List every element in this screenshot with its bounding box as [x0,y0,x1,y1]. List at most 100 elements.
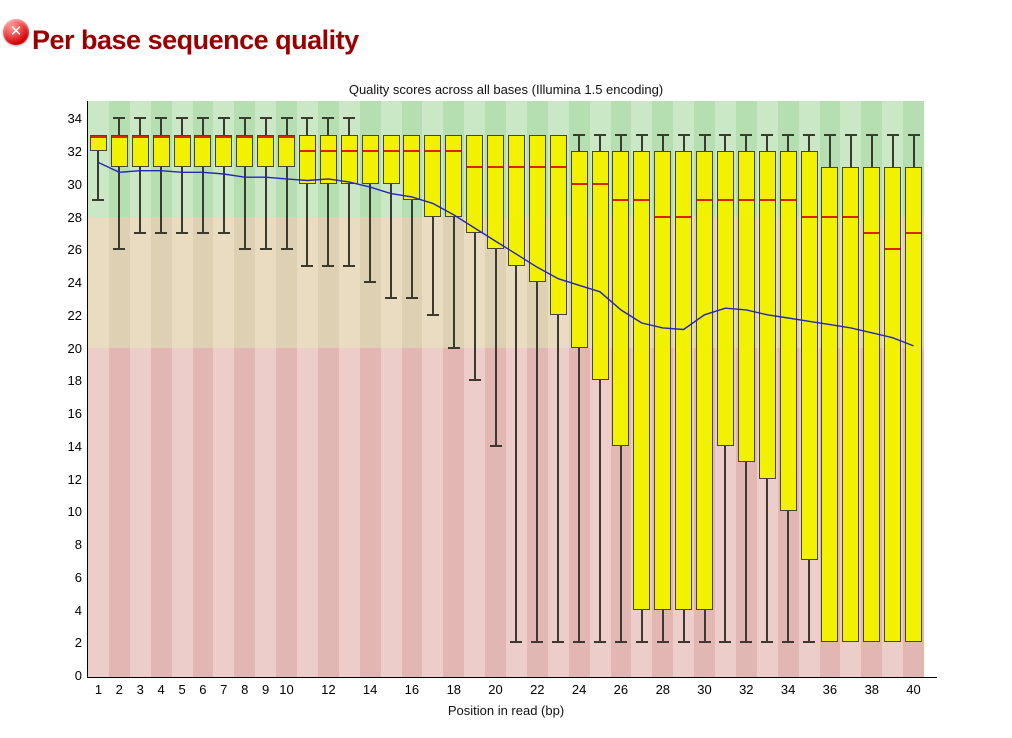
upper-whisker [306,118,309,135]
median-line [362,150,378,152]
upper-whisker-cap [740,133,753,136]
upper-whisker [912,134,915,168]
upper-whisker [201,118,204,135]
y-tick-label: 26 [67,242,82,258]
x-tick-label: 14 [362,682,378,697]
x-tick-label: 1 [94,682,103,697]
median-line [320,150,336,152]
x-tick-label: 8 [241,682,249,697]
lower-whisker [243,167,246,250]
upper-whisker [327,118,330,135]
zone-stripe-ok-quality [129,216,152,348]
upper-whisker-cap [614,133,627,136]
zone-stripe-poor-quality [401,347,423,677]
x-tick-label: 30 [697,682,712,697]
median-line [822,215,838,218]
lower-whisker [682,609,685,643]
median-line [216,135,232,138]
lower-whisker-cap [92,199,105,202]
lower-whisker [494,249,497,446]
zone-stripe-ok-quality [150,216,173,348]
median-line [738,199,754,202]
median-line [237,135,253,138]
y-tick-label: 30 [67,176,82,192]
lower-whisker [724,445,727,643]
chart-title: Quality scores across all bases (Illumin… [348,82,664,97]
quality-box [716,151,734,446]
lower-whisker [515,265,518,643]
median-line [613,199,629,202]
y-tick-label: 18 [67,373,82,389]
plot-area [88,101,925,677]
lower-whisker [578,347,581,643]
zone-stripe-poor-quality [317,347,340,677]
lower-whisker [222,167,225,233]
lower-whisker-cap [510,641,523,644]
upper-whisker-cap [134,117,147,120]
x-tick-label: 40 [906,682,921,697]
upper-whisker-cap [343,117,356,120]
median-line [801,215,817,218]
module-title: Per base sequence quality [32,25,359,55]
lower-whisker-cap [573,641,586,644]
lower-whisker-cap [803,641,815,644]
x-tick-label: 3 [136,682,144,697]
median-line [299,150,315,152]
lower-whisker-cap [385,297,397,300]
quality-box [737,151,755,463]
lower-whisker [327,183,330,266]
y-tick-label: 10 [67,504,82,520]
quality-box [654,151,672,610]
lower-whisker-cap [301,264,314,267]
lower-whisker-cap [364,281,377,283]
x-tick-label: 6 [199,682,207,697]
quality-box [549,134,567,315]
lower-whisker [536,282,539,643]
upper-whisker-cap [886,133,899,136]
upper-whisker [181,118,183,135]
upper-whisker [348,118,351,135]
zone-stripe-poor-quality [464,347,486,677]
zone-stripe-ok-quality [88,216,110,348]
zone-stripe-poor-quality [338,347,361,677]
upper-whisker [599,134,601,152]
lower-whisker-cap [761,641,774,644]
quality-box [89,134,107,152]
lower-whisker-cap [176,231,188,234]
x-tick-label: 24 [571,682,587,697]
median-line [153,135,169,138]
median-line [843,215,859,218]
median-line [592,182,608,185]
lower-whisker-cap [196,231,209,234]
quality-box [110,134,128,168]
median-line [508,166,524,169]
quality-box [696,151,713,610]
quality-box [570,151,588,348]
median-line [425,150,441,152]
upper-whisker-cap [803,133,815,136]
y-tick-label: 32 [67,144,82,159]
x-tick-label: 5 [178,682,186,697]
lower-whisker-cap [719,641,732,644]
zone-stripe-ok-quality [171,216,193,348]
lower-whisker-cap [782,641,795,644]
x-tick-label: 16 [404,682,420,697]
upper-whisker-cap [259,117,272,120]
lower-whisker [390,183,392,299]
upper-whisker [619,134,622,152]
y-tick-label: 6 [74,569,82,585]
lower-whisker-cap [698,641,711,644]
median-line [759,199,775,202]
quality-box [466,134,484,233]
quality-box [779,151,797,512]
upper-whisker-cap [594,133,606,136]
x-tick-label: 34 [780,682,796,697]
quality-box [842,167,860,643]
lower-whisker [431,216,434,315]
lower-whisker-cap [614,641,627,644]
lower-whisker-cap [155,231,168,234]
quality-box [675,151,693,610]
zone-stripe-ok-quality [192,216,214,348]
upper-whisker-cap [301,117,314,120]
upper-whisker-cap [196,117,209,120]
